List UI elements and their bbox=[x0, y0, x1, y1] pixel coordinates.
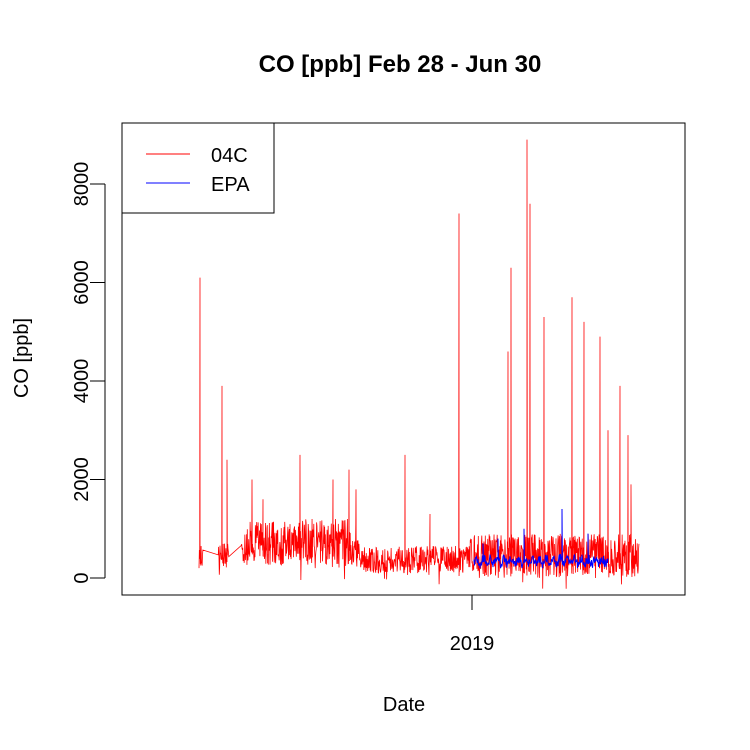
chart-title: CO [ppb] Feb 28 - Jun 30 bbox=[259, 51, 542, 78]
x-axis: 2019 bbox=[450, 595, 495, 655]
y-tick-label-6000: 6000 bbox=[71, 260, 93, 305]
legend-label-epa: EPA bbox=[211, 174, 250, 196]
legend-label-04c: 04C bbox=[211, 145, 248, 167]
y-tick-label-0: 0 bbox=[71, 572, 93, 583]
legend-box bbox=[121, 122, 275, 214]
y-axis: 0 2000 4000 6000 8000 bbox=[71, 162, 106, 584]
legend: 04C EPA bbox=[121, 122, 275, 214]
x-tick-label-2019: 2019 bbox=[450, 633, 495, 655]
y-tick-group: 0 2000 4000 6000 8000 bbox=[71, 162, 105, 584]
y-tick-label-4000: 4000 bbox=[71, 359, 93, 404]
series-line-04c bbox=[198, 139, 640, 589]
series-area bbox=[198, 139, 640, 589]
x-axis-label: Date bbox=[383, 694, 425, 716]
plot-frame bbox=[121, 122, 686, 596]
y-tick-label-2000: 2000 bbox=[71, 457, 93, 502]
y-tick-label-8000: 8000 bbox=[71, 162, 93, 207]
y-axis-label: CO [ppb] bbox=[11, 318, 33, 398]
series-line-epa bbox=[473, 509, 609, 569]
